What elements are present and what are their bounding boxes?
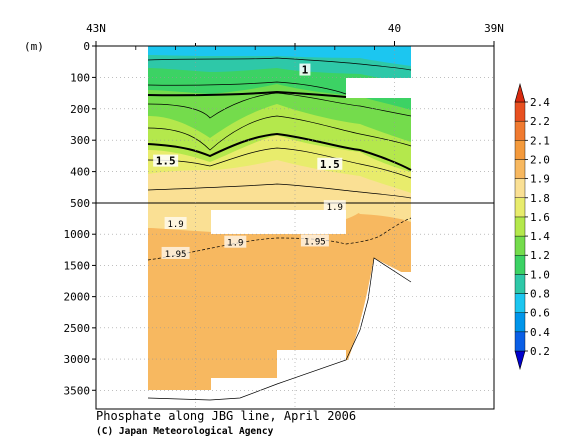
tick-layer: 0 100 200 300 400 500 1000 1500 2000 2500 3000 3500… (64, 22, 504, 397)
contour-label: 1.5 (156, 155, 176, 168)
colorbar-segment (514, 274, 526, 294)
colorbar-segment (514, 255, 526, 275)
contour-label: 1.95 (165, 250, 187, 260)
colorbar-segment (514, 312, 526, 333)
colorbar-label: 2.1 (530, 134, 550, 147)
colorbar-segment (514, 140, 526, 160)
x-tick-label: 43N (86, 22, 106, 35)
colorbar-label: 0.8 (530, 288, 550, 301)
colorbar-label: 0.2 (530, 345, 550, 358)
colorbar: 0.2 0.4 0.6 0.8 1.0 1.2 1.4 1.6 1.8 1.9 2.0 2.1 2.2 2… (514, 82, 550, 371)
colorbar-segment (514, 293, 526, 313)
colorbar-segment (514, 197, 526, 218)
colorbar-label: 2.4 (530, 96, 550, 109)
y-tick-label: 500 (70, 197, 90, 210)
colorbar-segment (514, 120, 526, 141)
colorbar-label: 1.8 (530, 192, 550, 205)
colorbar-segment (514, 101, 526, 122)
contour-label: 1.9 (227, 239, 243, 249)
colorbar-segment (514, 235, 526, 256)
y-tick-label: 0 (83, 40, 90, 53)
x-tick-label: 40 (388, 22, 401, 35)
seafloor-line (147, 257, 412, 401)
colorbar-label: 1.9 (530, 173, 550, 186)
y-tick-label: 200 (70, 103, 90, 116)
colorbar-label: 1.6 (530, 211, 550, 224)
y-tick-label: 400 (70, 166, 90, 179)
figure-title: Phosphate along JBG line, April 2006 (96, 409, 357, 423)
colorbar-under-arrow (514, 350, 526, 371)
y-tick-label: 1000 (64, 228, 91, 241)
contour-label-bg (224, 235, 247, 248)
contour-label: 1.95 (304, 237, 326, 247)
lower-panel-fill (147, 203, 412, 409)
grid-layer (96, 46, 494, 409)
contour-label-bg (300, 234, 329, 247)
contour-label-bg (153, 154, 179, 167)
y-tick-label: 2000 (64, 291, 91, 304)
colorbar-label: 0.6 (530, 307, 550, 320)
colorbar-segment (514, 216, 526, 237)
colorbar-over-arrow (514, 82, 526, 103)
contour-label-bg (299, 63, 311, 76)
contour-label: 1 (302, 64, 309, 77)
contour-label-bg (164, 216, 187, 229)
colorbar-label: 1.0 (530, 268, 550, 281)
colorbar-label: 1.2 (530, 249, 550, 262)
contour-label-bg (323, 200, 346, 213)
copyright-credit: (C) Japan Meteorological Agency (96, 426, 274, 437)
colorbar-label: 2.0 (530, 153, 550, 166)
x-tick-label: 39N (484, 22, 504, 35)
y-tick-label: 3000 (64, 353, 91, 366)
colorbar-segment (514, 159, 526, 179)
contour-label-bg (161, 246, 190, 259)
y-tick-label: 100 (70, 71, 90, 84)
y-tick-label: 300 (70, 134, 90, 147)
colorbar-segment (514, 178, 526, 198)
y-unit-label: (m) (24, 40, 44, 53)
y-tick-label: 1500 (64, 259, 91, 272)
upper-panel-fill (147, 46, 412, 203)
colorbar-label: 2.2 (530, 115, 550, 128)
contour-label: 1.9 (167, 220, 183, 230)
colorbar-label: 0.4 (530, 326, 550, 339)
y-tick-label: 2500 (64, 322, 91, 335)
colorbar-label: 1.4 (530, 230, 550, 243)
contour-label: 1.9 (327, 203, 343, 213)
colorbar-segment (514, 331, 526, 352)
contour-label-layer: 1 1.5 1.5 1.9 1.9 1.95 1.9 1.95 (153, 63, 346, 260)
y-tick-label: 3500 (64, 384, 91, 397)
contour-label: 1.5 (320, 158, 340, 171)
contour-label-bg (317, 157, 343, 170)
